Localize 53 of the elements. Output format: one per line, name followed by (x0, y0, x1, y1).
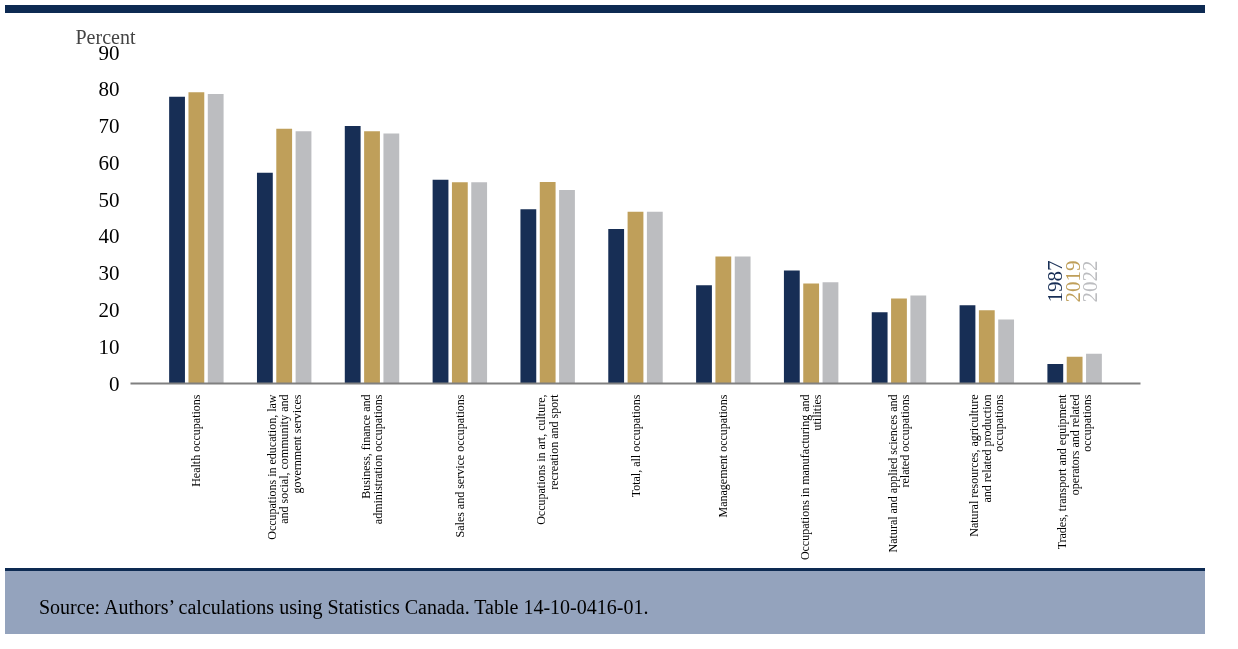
y-tick-label: 0 (109, 371, 120, 396)
bar (188, 92, 205, 384)
y-tick-label: 60 (98, 150, 120, 175)
bar (646, 211, 663, 384)
bar (364, 131, 380, 384)
bar (715, 256, 732, 384)
x-tick-label: Management occupations (716, 394, 731, 518)
bar (344, 126, 361, 384)
bar (822, 282, 839, 384)
bar (734, 256, 751, 384)
y-tick-label: 70 (98, 114, 120, 139)
bar (1047, 364, 1064, 384)
bar (471, 182, 488, 384)
x-tick-label: Natural resources, agriculture and related production occupations (967, 394, 1007, 537)
bar (891, 298, 907, 384)
bar (169, 96, 185, 384)
bar (383, 133, 400, 384)
x-tick-label: Occupations in manufacturing and utilities (797, 394, 825, 561)
y-tick-label: 30 (98, 261, 120, 286)
x-tick-label: Trades, transport and equipment operators and related occupations (1055, 393, 1095, 550)
bar (910, 295, 927, 384)
y-tick-label: 50 (98, 187, 120, 212)
bar (256, 172, 273, 384)
x-tick-label: Sales and service occupations (452, 394, 467, 538)
bar (608, 229, 625, 384)
bar (696, 285, 712, 384)
bar (803, 283, 820, 384)
bar (451, 182, 468, 384)
x-tick-label: Total, all occupations (628, 394, 643, 498)
y-tick-label: 40 (98, 224, 120, 249)
x-tick-label: Occupations in education, law and social, community and government services (264, 394, 304, 540)
y-tick-label: 80 (98, 77, 120, 102)
bar (1086, 353, 1102, 384)
x-tick-label: Health occupations (189, 394, 204, 487)
bar (276, 128, 293, 384)
bar (432, 179, 449, 384)
bar (783, 270, 800, 384)
bar (520, 209, 537, 384)
bar (539, 181, 556, 384)
y-tick-label: 20 (98, 297, 120, 322)
y-tick-label: 10 (98, 334, 120, 359)
bar (559, 190, 575, 384)
x-tick-label: Occupations in art, culture, recreation and sport (534, 393, 561, 525)
bar (959, 305, 976, 384)
x-tick-label: Natural and applied sciences and related occupations (885, 394, 913, 553)
bar (295, 131, 312, 384)
bar (998, 319, 1015, 384)
bar (1066, 356, 1083, 384)
bar (978, 310, 995, 384)
source-note: Source: Authors’ calculations using Statistics Canada. Table 14-10-0416-01. (39, 595, 649, 621)
bar (627, 211, 644, 384)
bar (871, 312, 888, 384)
bar (207, 94, 224, 384)
